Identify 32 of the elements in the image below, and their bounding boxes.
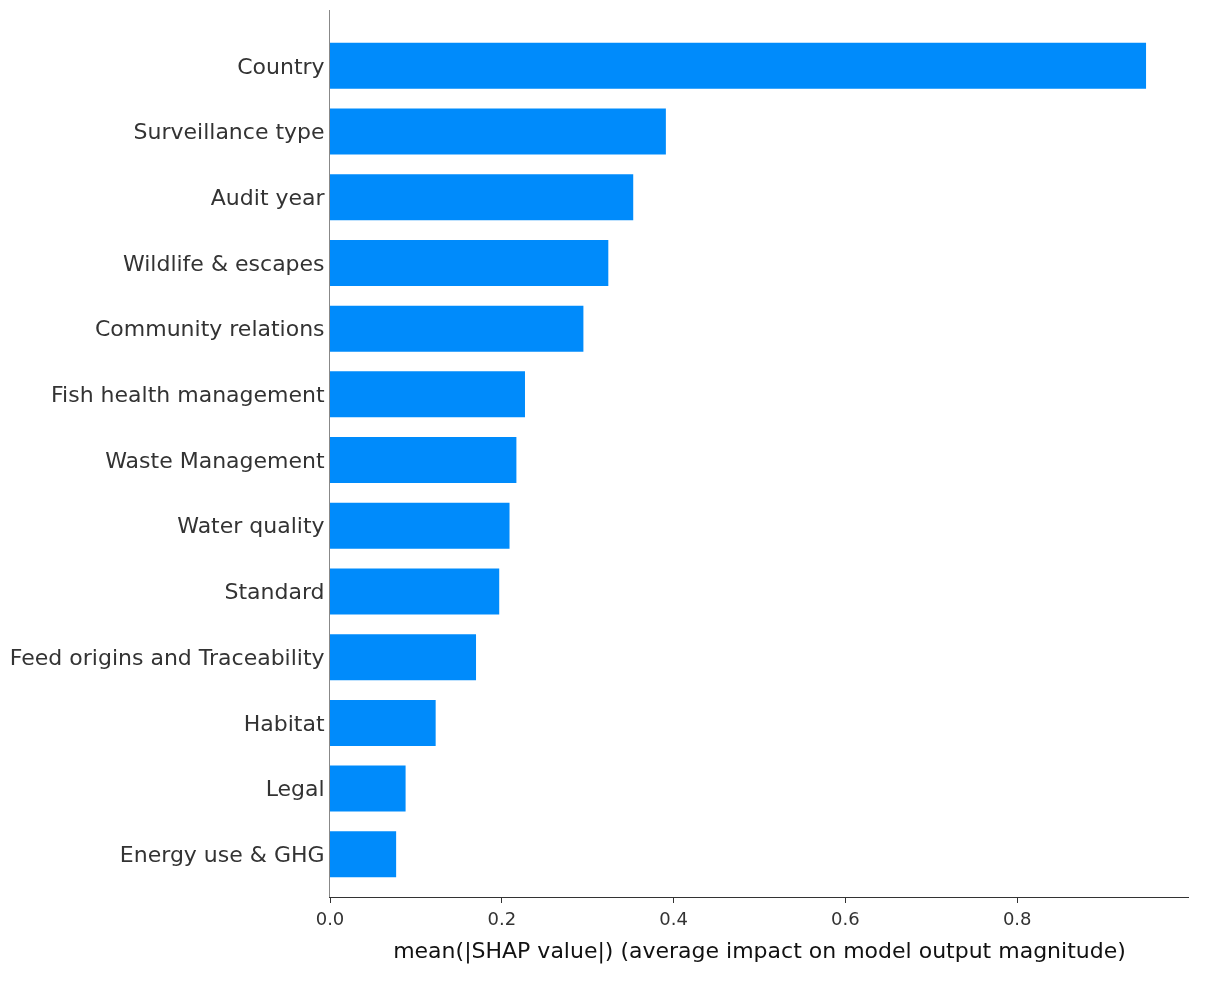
y-tick-label: Country (237, 53, 325, 79)
bar (330, 174, 634, 221)
x-tick-label: 0.4 (659, 907, 688, 929)
x-tick-label: 0.8 (1002, 907, 1032, 929)
x-axis-title: mean(|SHAP value|) (average impact on model output magnitude) (393, 938, 1126, 965)
bar (330, 42, 1147, 89)
x-tick-label: 0.0 (315, 907, 345, 929)
y-tick-label: Wildlife & escapes (122, 250, 325, 276)
y-tick-label: Community relations (94, 316, 325, 342)
bar (330, 568, 500, 615)
bar (330, 502, 510, 549)
bar (330, 765, 406, 812)
x-tick-label: 0.6 (831, 907, 860, 929)
y-tick-label: Audit year (210, 184, 326, 210)
y-tick-label: Habitat (243, 710, 325, 736)
y-tick-label: Waste Management (105, 447, 325, 473)
bar (330, 305, 584, 352)
bar (330, 634, 477, 681)
y-tick-label: Feed origins and Traceability (9, 644, 325, 670)
bar (330, 108, 666, 155)
bar (330, 699, 436, 746)
y-tick-label: Standard (224, 579, 325, 605)
bar (330, 831, 397, 878)
x-tick-label: 0.2 (487, 907, 517, 929)
y-tick-label: Fish health management (51, 382, 325, 408)
y-tick-label: Energy use & GHG (119, 841, 325, 867)
y-tick-label: Water quality (177, 513, 325, 539)
bar (330, 239, 609, 286)
y-tick-label: Surveillance type (133, 119, 325, 145)
y-tick-label: Legal (265, 776, 325, 802)
bar (330, 371, 525, 418)
bar (330, 437, 517, 484)
